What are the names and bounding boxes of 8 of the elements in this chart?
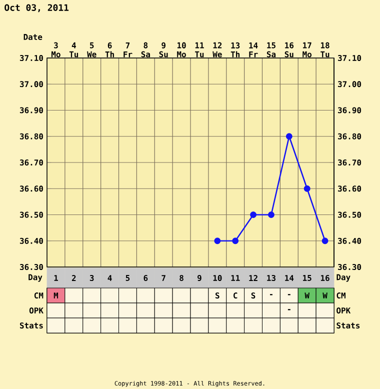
point [286, 133, 292, 140]
point [268, 212, 274, 218]
chart-title: Oct 03, 2011 [4, 4, 69, 12]
point [250, 212, 257, 218]
point [214, 238, 221, 244]
point [304, 185, 310, 192]
point [232, 238, 239, 244]
point [322, 238, 328, 244]
